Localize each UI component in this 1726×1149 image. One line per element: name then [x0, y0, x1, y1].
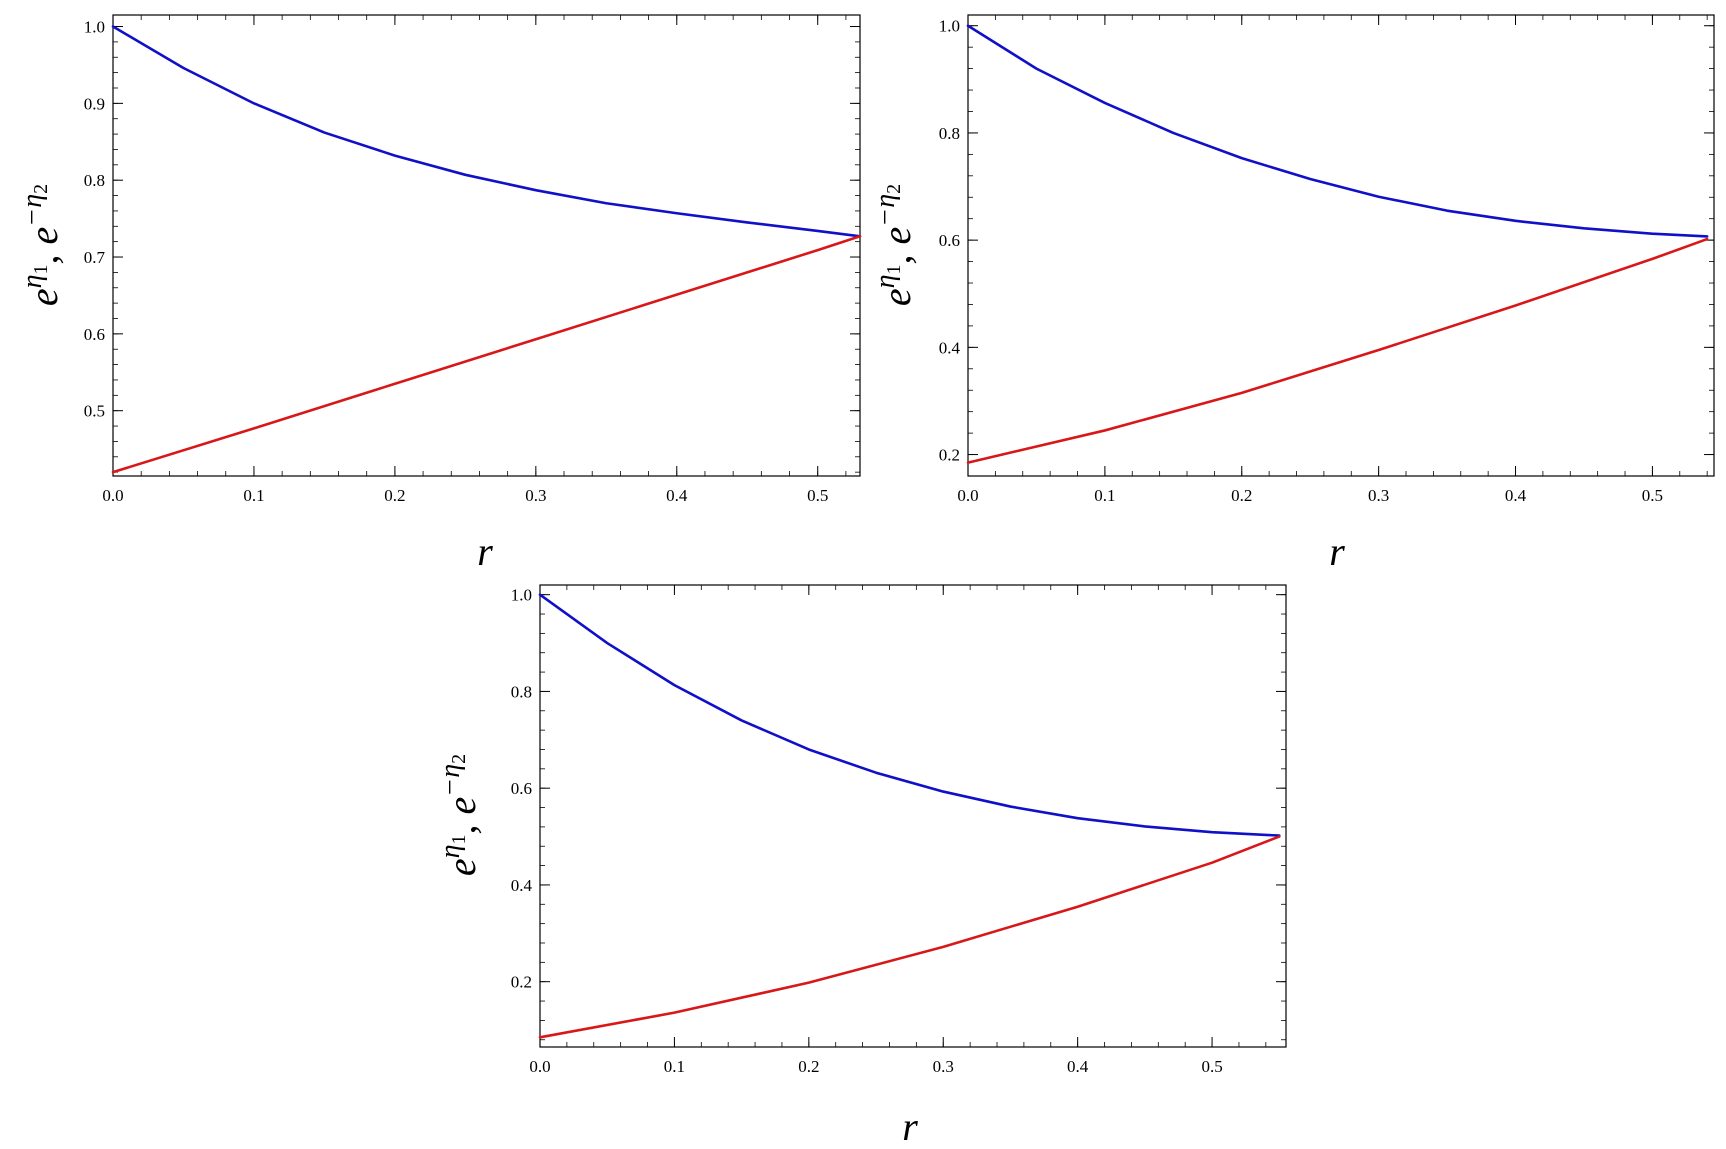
y-tick-label: 0.2 — [939, 446, 960, 465]
series-line-2 — [538, 835, 1281, 1039]
x-tick-label: 0.2 — [384, 486, 405, 505]
y-tick-label: 0.8 — [511, 682, 532, 701]
x-tick-label: 0.0 — [102, 486, 123, 505]
y-tick-label: 0.4 — [939, 338, 961, 357]
series-line-2 — [111, 234, 862, 474]
x-tick-label: 0.3 — [1368, 486, 1389, 505]
y-tick-label: 0.2 — [511, 973, 532, 992]
y-tick-label: 1.0 — [939, 17, 960, 36]
plot-frame — [967, 14, 1715, 477]
y-tick-label: 0.8 — [84, 171, 105, 190]
x-axis-label: r — [902, 1104, 918, 1149]
chart-1: 0.0 0.1 0.2 0.3 0.4 0.5 0.5 0.6 0.7 0.8 0.9 1.0 r eη1… — [17, 14, 862, 574]
y-tick-label: 0.6 — [511, 779, 532, 798]
plot-frame — [112, 14, 861, 477]
y-axis-label: eη1, e−η2 — [17, 184, 66, 306]
x-axis-label: r — [477, 529, 493, 574]
chart-3: 0.0 0.1 0.2 0.3 0.4 0.5 0.2 0.4 0.6 0.8 1.0 r eη1, e… — [435, 584, 1287, 1149]
y-tick-label: 0.4 — [511, 876, 533, 895]
y-tick-label: 0.8 — [939, 124, 960, 143]
series-line-1 — [538, 593, 1281, 837]
y-axis-label: eη1, e−η2 — [870, 184, 919, 306]
y-tick-label: 0.7 — [84, 248, 106, 267]
x-axis-label: r — [1329, 529, 1345, 574]
x-tick-label: 0.3 — [933, 1057, 954, 1076]
y-tick-label: 0.5 — [84, 402, 105, 421]
series-line-2 — [966, 237, 1709, 464]
x-tick-label: 0.1 — [1094, 486, 1115, 505]
y-tick-label: 0.9 — [84, 94, 105, 113]
y-axis-label: eη1, e−η2 — [435, 754, 484, 876]
x-tick-label: 0.5 — [1201, 1057, 1222, 1076]
series-line-1 — [111, 25, 862, 238]
x-tick-label: 0.5 — [1642, 486, 1663, 505]
x-tick-label: 0.1 — [243, 486, 264, 505]
x-tick-label: 0.4 — [1067, 1057, 1089, 1076]
x-tick-label: 0.2 — [798, 1057, 819, 1076]
x-tick-label: 0.0 — [529, 1057, 550, 1076]
y-tick-label: 0.6 — [939, 231, 960, 250]
x-tick-label: 0.5 — [807, 486, 828, 505]
chart-2: 0.0 0.1 0.2 0.3 0.4 0.5 0.2 0.4 0.6 0.8 1.0 r eη1, e… — [870, 14, 1715, 574]
x-tick-label: 0.0 — [957, 486, 978, 505]
y-tick-label: 1.0 — [511, 586, 532, 605]
x-tick-label: 0.4 — [666, 486, 688, 505]
x-tick-label: 0.4 — [1505, 486, 1527, 505]
y-tick-label: 0.6 — [84, 325, 105, 344]
x-tick-label: 0.1 — [664, 1057, 685, 1076]
x-tick-label: 0.2 — [1231, 486, 1252, 505]
x-tick-label: 0.3 — [525, 486, 546, 505]
y-tick-label: 1.0 — [84, 18, 105, 37]
series-line-1 — [966, 24, 1709, 238]
plot-frame — [539, 584, 1287, 1048]
